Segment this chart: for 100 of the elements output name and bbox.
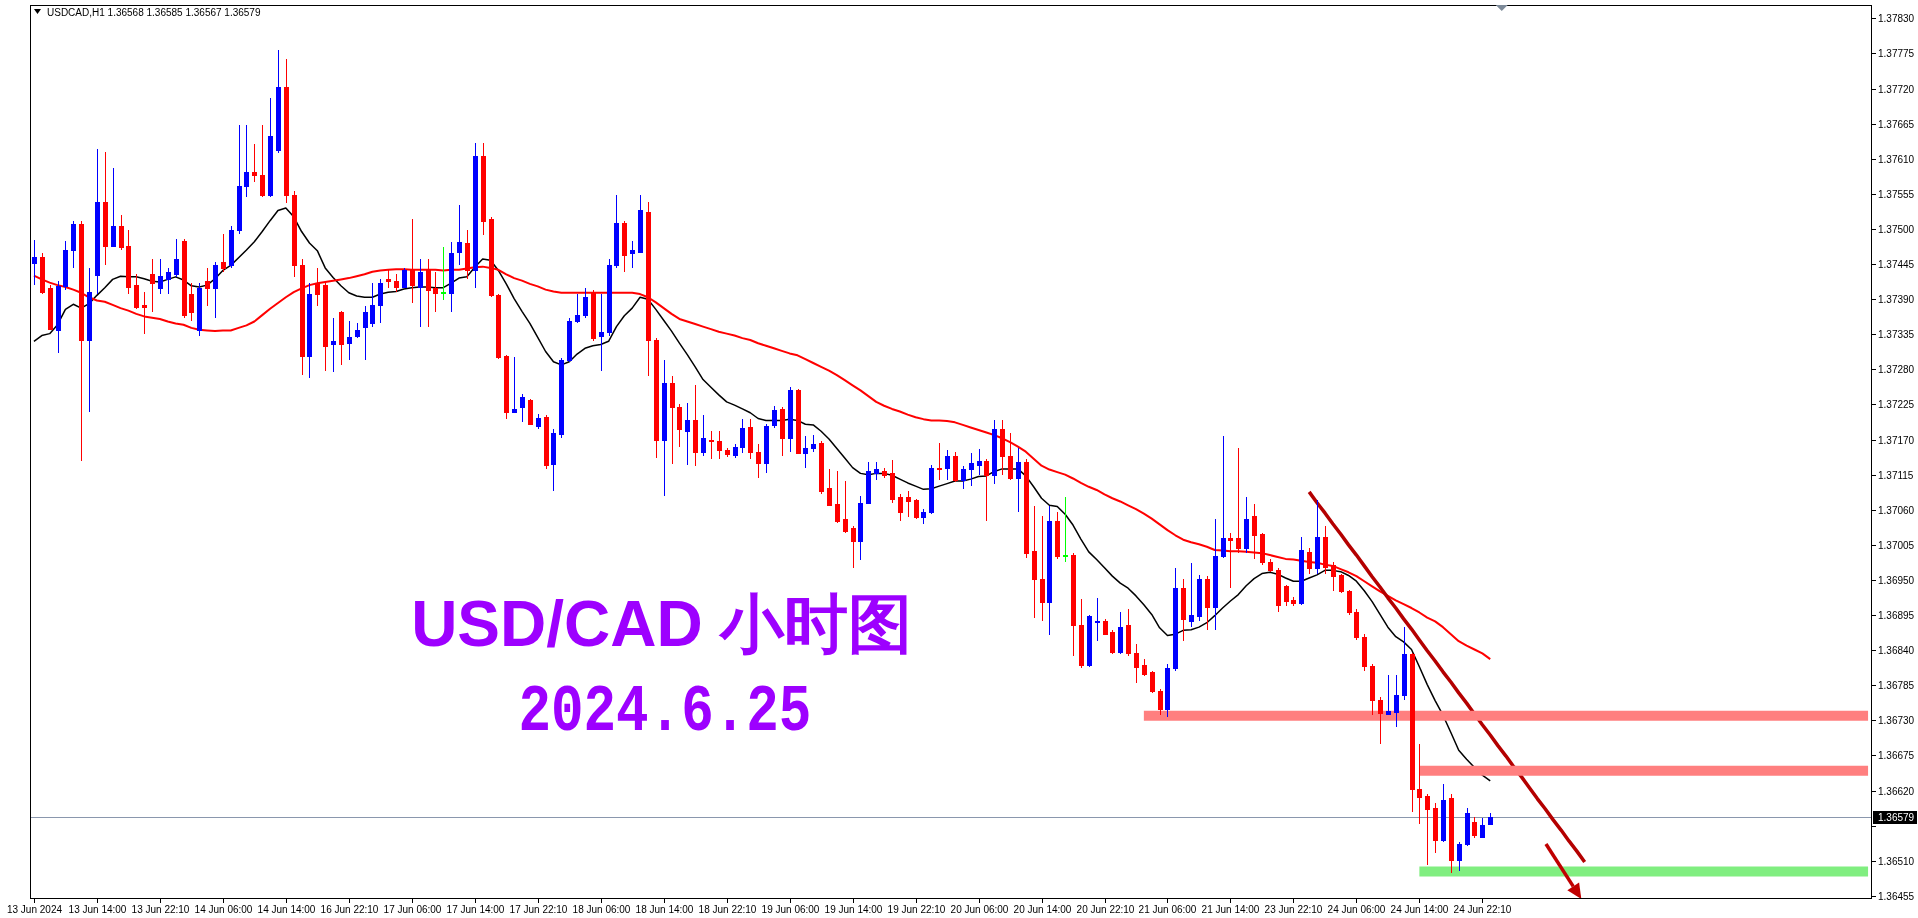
candlestick <box>1047 505 1052 636</box>
candlestick <box>882 467 887 479</box>
candlestick <box>221 233 226 273</box>
candlestick <box>252 143 257 183</box>
candlestick <box>1378 696 1383 745</box>
candlestick <box>504 354 509 420</box>
x-tick-label: 13 Jun 2024 <box>6 904 63 915</box>
candlestick <box>1433 802 1438 854</box>
candlestick <box>1126 608 1131 657</box>
candlestick <box>1173 567 1178 672</box>
candlestick <box>1142 658 1147 677</box>
x-tick-label: 17 Jun 14:00 <box>446 904 505 915</box>
y-tick-label: 1.37555 <box>1878 189 1915 200</box>
candlestick <box>921 508 926 525</box>
candlestick <box>1410 652 1415 813</box>
candlestick <box>355 322 360 339</box>
candlestick <box>1236 447 1241 554</box>
x-tick-label: 13 Jun 22:10 <box>131 904 190 915</box>
candlestick <box>87 267 92 413</box>
candlestick <box>1299 536 1304 606</box>
candlestick <box>733 443 738 459</box>
x-tick-label: 19 Jun 22:10 <box>887 904 946 915</box>
candlestick <box>914 498 919 520</box>
x-tick-label: 20 Jun 06:00 <box>950 904 1009 915</box>
candlestick <box>685 402 690 466</box>
candlestick <box>394 273 399 293</box>
candlestick <box>906 490 911 518</box>
candlestick <box>1307 547 1312 575</box>
candlestick <box>48 284 53 331</box>
candlestick <box>197 282 202 337</box>
candlestick <box>717 430 722 460</box>
y-tick-label: 1.36620 <box>1878 786 1915 797</box>
candlestick <box>1449 793 1454 874</box>
candlestick <box>32 239 37 286</box>
x-tick-label: 18 Jun 14:00 <box>635 904 694 915</box>
x-tick-label: 18 Jun 22:10 <box>698 904 757 915</box>
candlestick <box>1008 432 1013 481</box>
x-tick-label: 18 Jun 06:00 <box>572 904 631 915</box>
candlestick <box>1291 596 1296 607</box>
candlestick <box>1323 525 1328 575</box>
candlestick <box>984 458 989 522</box>
candlestick <box>1315 499 1320 575</box>
y-tick-label: 1.36840 <box>1878 645 1915 656</box>
candlestick <box>473 142 478 289</box>
candlestick <box>654 337 659 459</box>
candlestick <box>544 414 549 470</box>
candlestick <box>1063 496 1068 563</box>
candlestick <box>1244 496 1249 554</box>
candlestick <box>1134 643 1139 684</box>
y-tick-label: 1.37115 <box>1878 470 1914 481</box>
candlestick <box>1181 578 1186 642</box>
y-tick-label: 1.37830 <box>1878 13 1915 24</box>
ref-line-label: 1.36579 <box>1878 812 1915 823</box>
x-tick-label: 14 Jun 14:00 <box>257 904 316 915</box>
y-tick-label: 1.37005 <box>1878 540 1915 551</box>
candlestick <box>95 148 100 295</box>
candlestick <box>1425 793 1430 866</box>
candlestick <box>551 428 556 492</box>
annotation: USD/CAD 小时图 <box>411 588 913 660</box>
candlestick <box>142 291 147 335</box>
candlestick <box>772 405 777 429</box>
candlestick <box>670 375 675 465</box>
candlestick <box>843 480 848 534</box>
x-tick-label: 14 Jun 06:00 <box>194 904 253 915</box>
candlestick <box>858 495 863 561</box>
candlestick <box>1055 511 1060 560</box>
candlestick <box>244 124 249 198</box>
candlestick <box>1472 816 1477 839</box>
x-tick-label: 19 Jun 14:00 <box>824 904 883 915</box>
candlestick <box>307 282 312 379</box>
candlestick <box>1386 674 1391 716</box>
candlestick <box>819 440 824 495</box>
candlestick <box>748 418 753 460</box>
candlestick <box>1252 503 1257 560</box>
candlestick <box>536 413 541 430</box>
y-tick-label: 1.36455 <box>1878 891 1915 902</box>
candlestick <box>1339 573 1344 594</box>
line-series <box>1307 490 1587 864</box>
candlestick <box>323 282 328 372</box>
candlestick <box>1276 567 1281 613</box>
y-tick-label: 1.37665 <box>1878 119 1915 130</box>
x-tick-label: 24 Jun 22:10 <box>1453 904 1512 915</box>
candlestick <box>213 261 218 319</box>
candlestick <box>134 273 139 310</box>
candlestick <box>937 442 942 481</box>
candlestick <box>496 293 501 360</box>
candlestick <box>189 282 194 322</box>
y-tick-label: 1.37500 <box>1878 224 1915 235</box>
candlestick <box>1370 663 1375 716</box>
candlestick <box>1228 532 1233 589</box>
candlestick <box>1165 663 1170 717</box>
candlestick <box>370 282 375 328</box>
candlestick <box>1032 505 1037 619</box>
candlestick <box>103 151 108 266</box>
candlestick <box>851 525 856 569</box>
candlestick <box>1394 674 1399 728</box>
candlestick <box>1118 611 1123 655</box>
candlestick <box>693 384 698 467</box>
candlestick <box>575 293 580 324</box>
y-tick-label: 1.37280 <box>1878 364 1915 375</box>
